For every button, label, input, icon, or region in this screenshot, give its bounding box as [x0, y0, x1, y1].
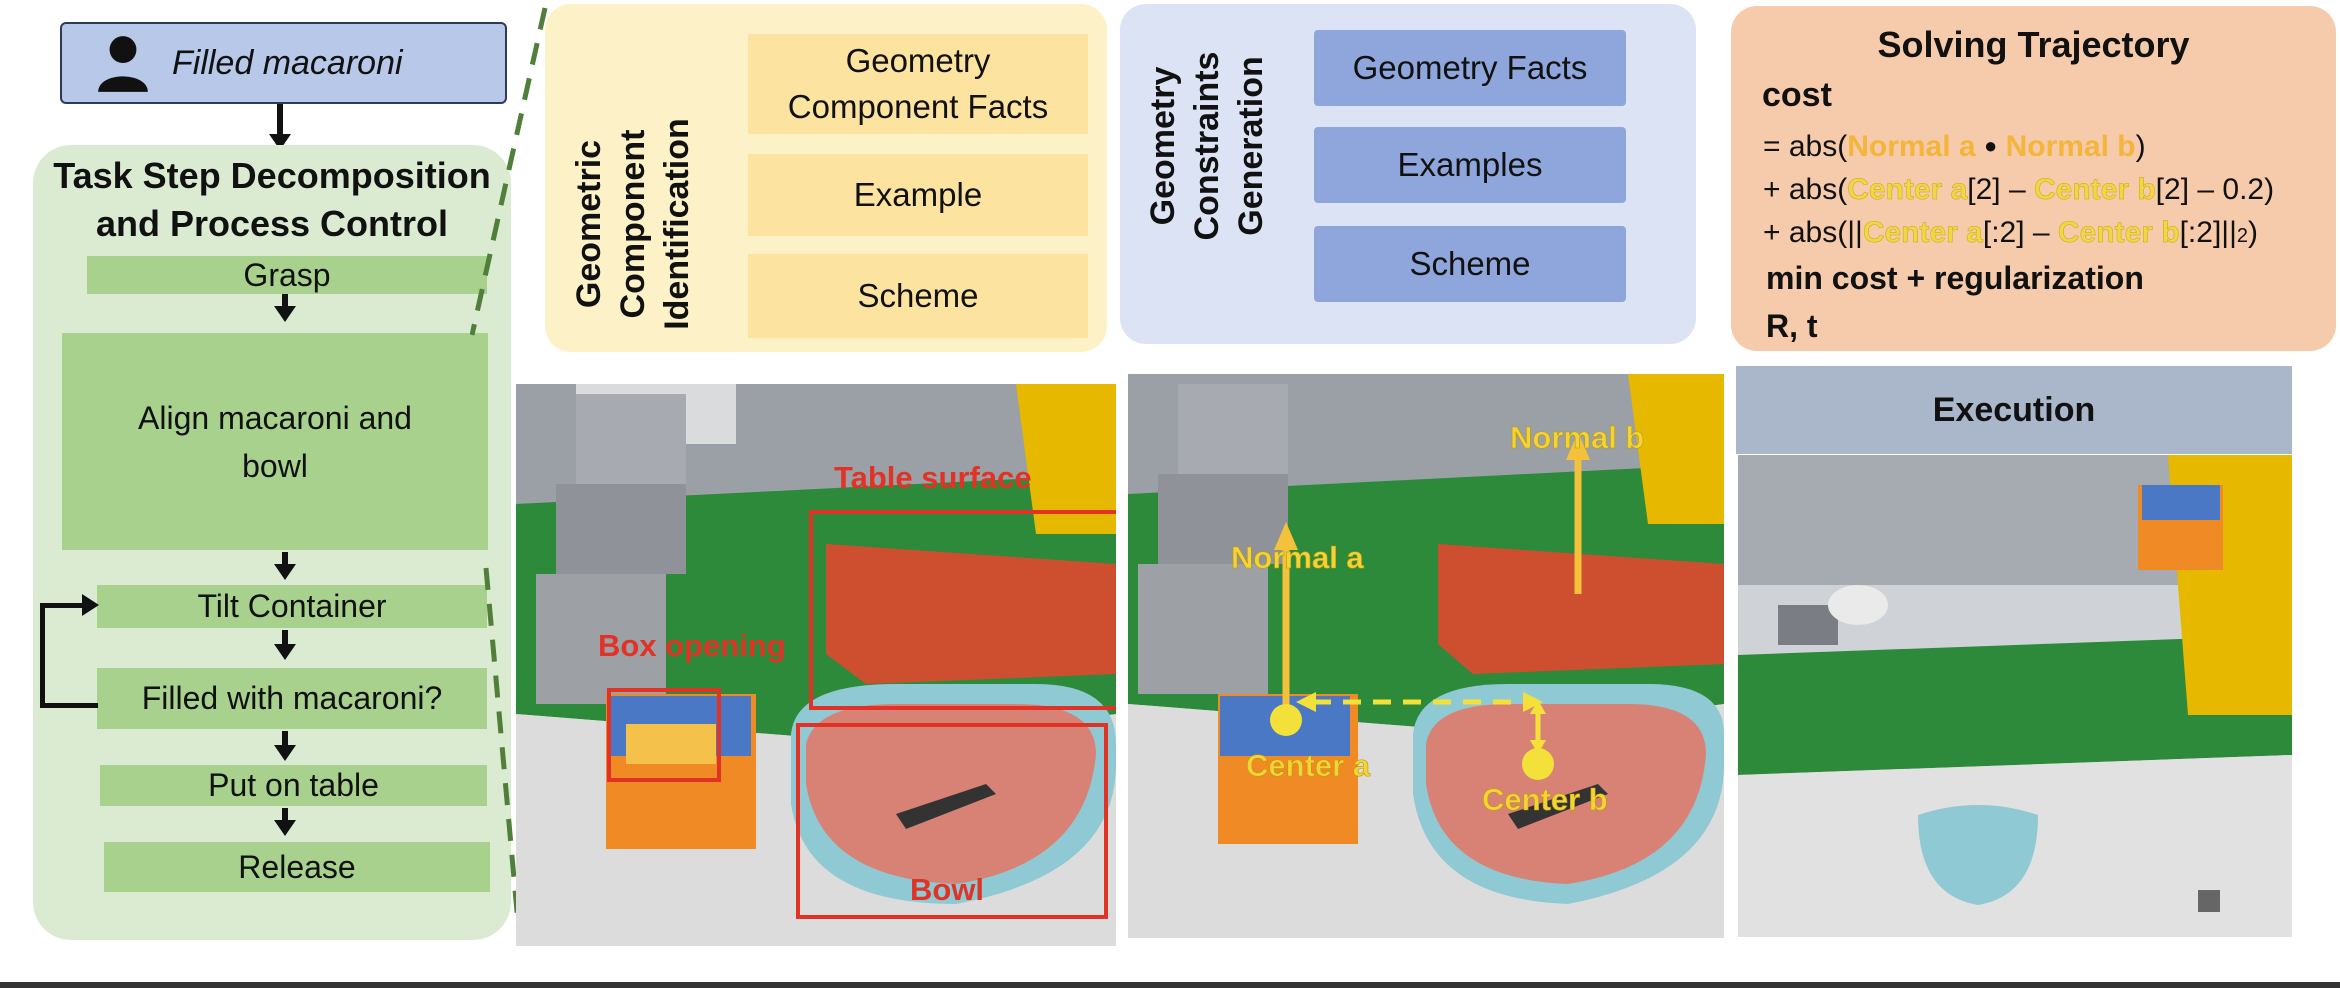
step-label: Grasp — [243, 256, 331, 293]
arrow-line — [282, 630, 288, 646]
task-title-line-1: Task Step Decomposition — [53, 155, 491, 196]
constraints-generation-title: Geometry Constraints Generation — [1141, 31, 1281, 261]
step-align: Align macaroni and bowl — [62, 333, 488, 550]
component-photo: Table surface Box opening Bowl — [516, 384, 1116, 946]
box-opening-label: Box opening — [598, 628, 786, 663]
execution-photo — [1738, 455, 2292, 937]
cost-term-3: + abs(||Center a[:2] – Center b[:2]||2) — [1763, 216, 2258, 250]
step-put-on-table: Put on table — [100, 765, 487, 806]
task-title-line-2: and Process Control — [95, 203, 449, 244]
center-a-term: Center a — [1862, 216, 1984, 250]
geometry-facts-box: Geometry Facts — [1314, 30, 1626, 106]
arrow-right-icon — [82, 594, 99, 616]
step-label: Put on table — [208, 767, 379, 803]
normal-a-label: Normal a — [1231, 540, 1364, 576]
arrow-down-icon — [274, 745, 296, 761]
example-box: Example — [748, 154, 1088, 236]
step-filled-check: Filled with macaroni? — [97, 668, 487, 729]
constraints-scene — [1128, 374, 1724, 938]
center-a-term: Center a — [1847, 173, 1968, 207]
task-panel-title: Task Step Decomposition and Process Cont… — [33, 152, 511, 248]
arrow-down-icon — [274, 306, 296, 322]
cost-label: cost — [1762, 76, 1832, 114]
arrow-line — [282, 294, 288, 308]
step-tilt-container: Tilt Container — [97, 585, 487, 628]
arrow-down-icon — [274, 564, 296, 580]
examples-box: Examples — [1314, 127, 1626, 203]
user-instruction-box: Filled macaroni — [60, 22, 507, 104]
step-grasp: Grasp — [87, 256, 487, 294]
arrow-down-icon — [274, 820, 296, 836]
solving-trajectory-panel — [1731, 6, 2336, 351]
arrow-line — [282, 731, 288, 747]
solving-trajectory-title: Solving Trajectory — [1877, 24, 2190, 65]
geometry-component-facts-box: Geometry Component Facts — [748, 34, 1088, 134]
bowl-label: Bowl — [910, 872, 985, 907]
center-a-label: Center a — [1246, 748, 1371, 784]
loop-line — [40, 603, 45, 708]
cost-term-2: + abs(Center a[2] – Center b[2] – 0.2) — [1763, 173, 2275, 207]
title-line: Constraints — [1188, 51, 1226, 241]
cost-term-1: = abs(Normal a ● Normal b) — [1763, 130, 2146, 163]
constraints-photo: Normal b Normal a Center a Center b — [1128, 374, 1724, 938]
center-b-label: Center b — [1482, 782, 1608, 818]
title-line: Generation — [1232, 56, 1270, 236]
component-identification-title: Geometric Component Identification — [567, 109, 707, 339]
loop-line — [40, 703, 98, 708]
normal-b-term: Normal b — [2005, 130, 2136, 163]
execution-header: Execution — [1736, 366, 2292, 454]
loop-line — [40, 603, 85, 608]
title-line: Geometry — [1144, 66, 1182, 226]
center-b-term: Center b — [2033, 173, 2156, 207]
arrow-line — [277, 104, 283, 136]
step-label: Release — [238, 848, 356, 885]
user-instruction-text: Filled macaroni — [172, 43, 403, 82]
step-label: Tilt Container — [197, 588, 387, 624]
arrow-down-icon — [274, 644, 296, 660]
title-line: Component — [614, 129, 652, 319]
normal-a-term: Normal a — [1847, 130, 1976, 163]
bottom-bar — [0, 982, 2340, 988]
title-line: Identification — [658, 118, 696, 330]
step-release: Release — [104, 842, 490, 892]
person-icon — [98, 36, 148, 92]
arrow-line — [282, 552, 288, 566]
min-cost-line: min cost + regularization — [1766, 260, 2144, 296]
table-surface-label: Table surface — [834, 460, 1032, 495]
result-label: R, t — [1766, 308, 1818, 344]
center-b-term: Center b — [2057, 216, 2180, 250]
execution-scene — [1738, 455, 2292, 937]
step-label: Align macaroni and bowl — [138, 399, 412, 484]
arrow-line — [282, 808, 288, 822]
scheme-box: Scheme — [748, 254, 1088, 338]
scheme-box: Scheme — [1314, 226, 1626, 302]
component-scene — [516, 384, 1116, 946]
dashed-guide-lines — [470, 7, 548, 946]
title-line: Geometric — [570, 139, 608, 309]
step-label: Filled with macaroni? — [141, 680, 443, 716]
normal-b-label: Normal b — [1510, 420, 1645, 456]
